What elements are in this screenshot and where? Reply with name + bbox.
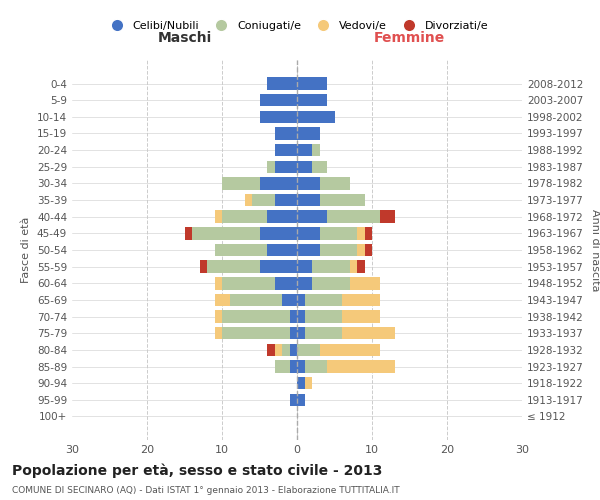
Bar <box>349 277 380 289</box>
Y-axis label: Fasce di età: Fasce di età <box>22 217 31 283</box>
Bar <box>342 310 380 323</box>
Bar <box>297 260 312 273</box>
Bar <box>290 360 297 373</box>
Bar <box>260 110 297 123</box>
Bar <box>297 177 320 190</box>
Bar <box>312 260 349 273</box>
Bar <box>297 160 312 173</box>
Bar <box>297 277 312 289</box>
Bar <box>327 360 395 373</box>
Bar <box>297 244 320 256</box>
Bar <box>275 144 297 156</box>
Text: Popolazione per età, sesso e stato civile - 2013: Popolazione per età, sesso e stato civil… <box>12 463 382 477</box>
Bar <box>297 194 320 206</box>
Bar <box>260 227 297 239</box>
Bar <box>222 310 290 323</box>
Bar <box>267 244 297 256</box>
Bar <box>327 210 380 223</box>
Bar <box>305 377 312 390</box>
Bar <box>215 244 267 256</box>
Bar <box>275 360 290 373</box>
Bar <box>297 360 305 373</box>
Bar <box>267 344 275 356</box>
Bar <box>192 227 260 239</box>
Bar <box>275 277 297 289</box>
Bar <box>320 194 365 206</box>
Bar <box>297 327 305 340</box>
Bar <box>275 160 297 173</box>
Bar <box>342 294 380 306</box>
Bar <box>260 260 297 273</box>
Bar <box>312 160 327 173</box>
Bar <box>297 377 305 390</box>
Bar <box>365 227 372 239</box>
Bar <box>245 194 252 206</box>
Bar <box>305 294 342 306</box>
Bar <box>365 244 372 256</box>
Bar <box>290 327 297 340</box>
Bar <box>215 327 222 340</box>
Bar <box>215 210 222 223</box>
Bar <box>297 310 305 323</box>
Bar <box>282 344 290 356</box>
Bar <box>312 277 349 289</box>
Bar <box>215 277 222 289</box>
Bar <box>297 78 327 90</box>
Bar <box>297 144 312 156</box>
Bar <box>275 344 282 356</box>
Bar <box>229 294 282 306</box>
Bar <box>342 327 395 340</box>
Bar <box>297 227 320 239</box>
Bar <box>282 294 297 306</box>
Bar <box>267 210 297 223</box>
Bar <box>297 344 320 356</box>
Bar <box>222 327 290 340</box>
Bar <box>312 144 320 156</box>
Bar <box>260 177 297 190</box>
Bar <box>380 210 395 223</box>
Text: Femmine: Femmine <box>374 31 445 45</box>
Bar <box>290 344 297 356</box>
Bar <box>290 310 297 323</box>
Bar <box>222 277 275 289</box>
Bar <box>267 160 275 173</box>
Bar <box>305 327 342 340</box>
Bar <box>297 394 305 406</box>
Bar <box>357 260 365 273</box>
Bar <box>297 110 335 123</box>
Bar <box>297 294 305 306</box>
Bar <box>215 294 229 306</box>
Bar <box>357 227 365 239</box>
Y-axis label: Anni di nascita: Anni di nascita <box>590 209 600 291</box>
Bar <box>320 344 380 356</box>
Bar <box>207 260 260 273</box>
Bar <box>275 194 297 206</box>
Bar <box>222 210 267 223</box>
Bar <box>215 310 222 323</box>
Bar <box>297 94 327 106</box>
Bar <box>320 244 357 256</box>
Bar <box>297 210 327 223</box>
Bar <box>320 227 357 239</box>
Bar <box>297 127 320 140</box>
Bar <box>222 177 260 190</box>
Bar <box>199 260 207 273</box>
Text: COMUNE DI SECINARO (AQ) - Dati ISTAT 1° gennaio 2013 - Elaborazione TUTTITALIA.I: COMUNE DI SECINARO (AQ) - Dati ISTAT 1° … <box>12 486 400 495</box>
Bar <box>260 94 297 106</box>
Bar <box>252 194 275 206</box>
Bar <box>320 177 349 190</box>
Bar <box>305 310 342 323</box>
Bar <box>357 244 365 256</box>
Bar <box>305 360 327 373</box>
Bar <box>290 394 297 406</box>
Text: Maschi: Maschi <box>157 31 212 45</box>
Bar <box>275 127 297 140</box>
Bar <box>185 227 192 239</box>
Bar <box>349 260 357 273</box>
Bar <box>267 78 297 90</box>
Legend: Celibi/Nubili, Coniugati/e, Vedovi/e, Divorziati/e: Celibi/Nubili, Coniugati/e, Vedovi/e, Di… <box>101 16 493 35</box>
